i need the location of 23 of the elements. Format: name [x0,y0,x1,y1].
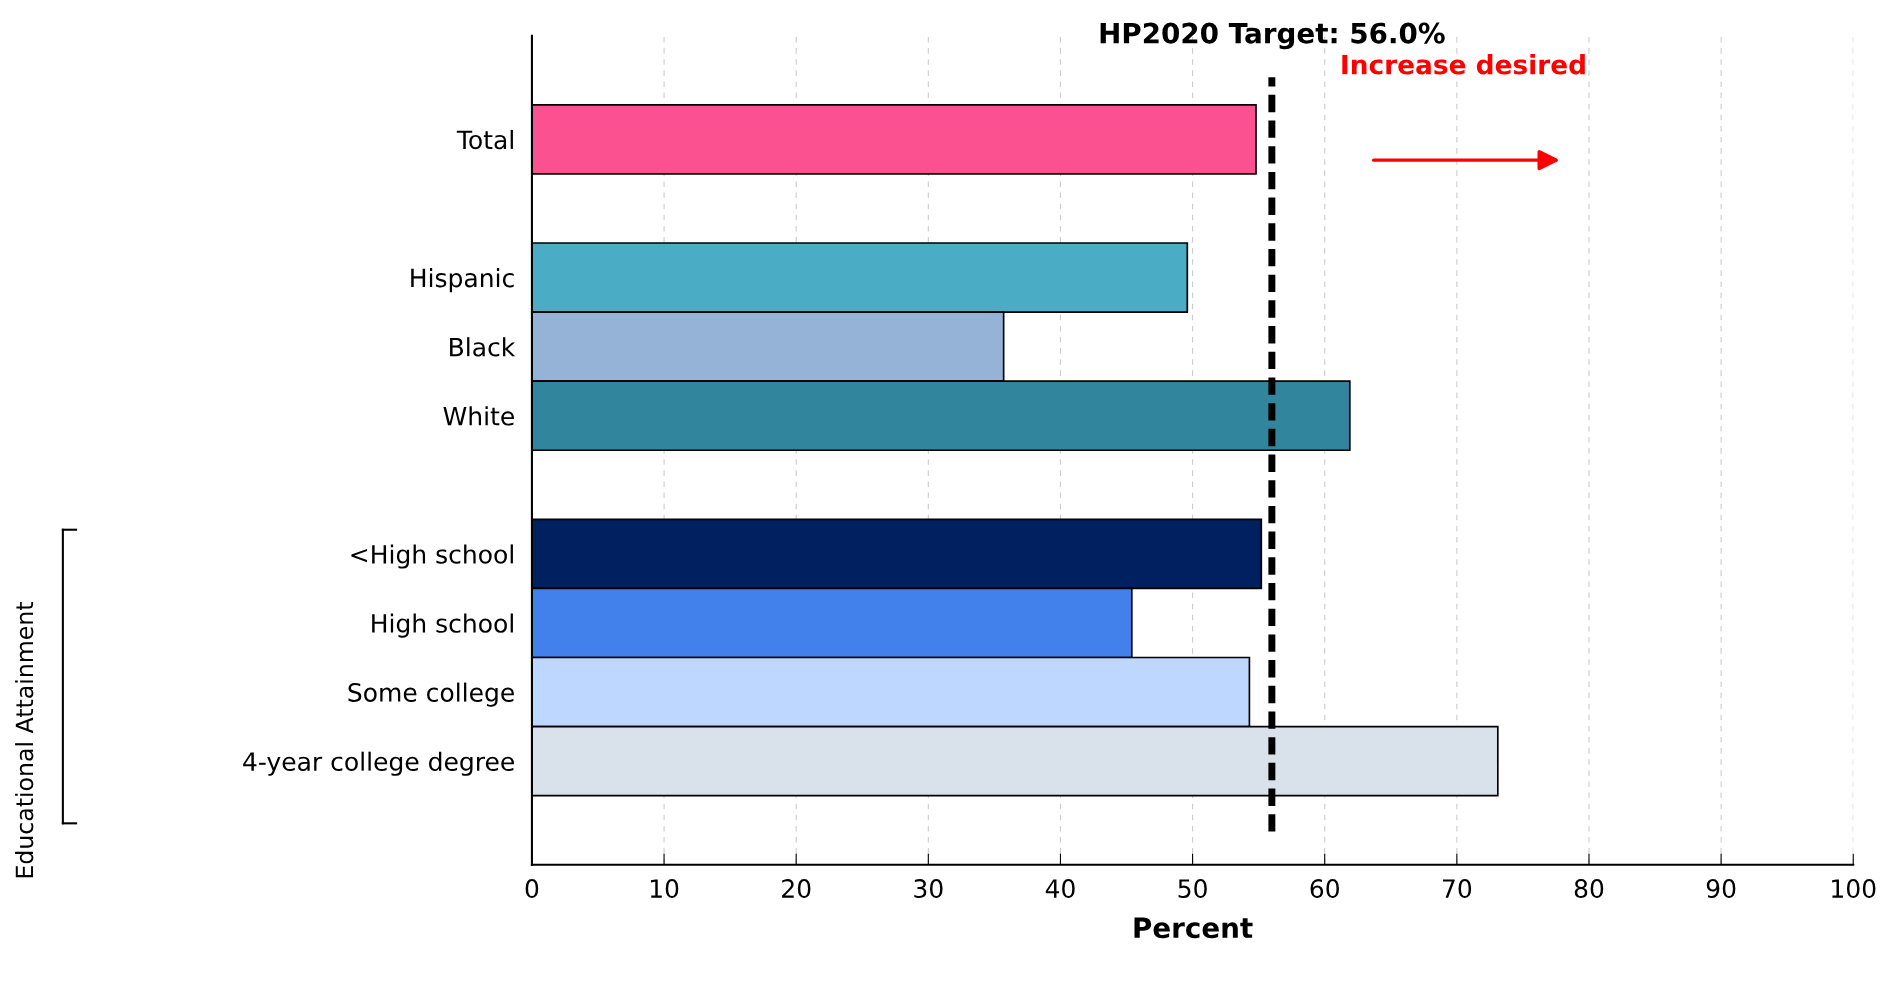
text: Increase desired [1342,54,1585,75]
y-tick-label: Hispanic [411,268,514,293]
x-tick-label: 10 [650,879,679,899]
ref-line-label: HP2020 Target: 56.0% [1100,22,1445,50]
x-tick-label: 80 [1574,879,1604,899]
x-tick-label: 100 [1832,879,1876,899]
x-tick-label: 40 [1045,879,1075,899]
y-tick-label: Total [456,129,513,150]
x-tick-label: 0 [525,879,539,899]
x-tick-label: 90 [1706,879,1736,899]
text: Educational Attainment [15,602,34,878]
y-tick-label: 4-year college degree [243,751,514,776]
x-tick-label: 50 [1178,879,1207,899]
x-tick-label: 30 [914,879,943,899]
x-tick-label: 60 [1310,879,1339,899]
y-tick-label: Some college [348,682,514,707]
x-tick-label: 20 [782,879,811,899]
y-tick-label: <High school [351,544,513,569]
y-tick-label: White [443,406,514,426]
y-tick-label: High school [372,613,513,638]
x-axis-title: Percent [1134,917,1253,939]
y-tick-label: Black [450,337,516,357]
x-tick-label: 70 [1443,879,1472,899]
